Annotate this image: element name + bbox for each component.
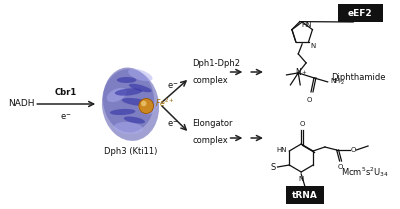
Text: O: O (350, 147, 356, 153)
Text: O: O (300, 121, 305, 127)
Text: N: N (295, 68, 301, 77)
Circle shape (141, 101, 146, 106)
Text: Mcm$^5$s$^2$U$_{34}$: Mcm$^5$s$^2$U$_{34}$ (342, 165, 389, 179)
Text: NADH: NADH (8, 99, 34, 108)
Text: O: O (338, 164, 343, 170)
Text: HN: HN (277, 147, 287, 153)
Text: tRNA: tRNA (292, 190, 318, 200)
Text: Diphthamide: Diphthamide (332, 74, 386, 83)
Text: Elongator: Elongator (192, 119, 233, 128)
Ellipse shape (128, 69, 152, 81)
Text: Dph3 (Kti11): Dph3 (Kti11) (104, 147, 157, 156)
Text: O: O (306, 97, 312, 103)
Text: Fe$^{2+}$: Fe$^{2+}$ (155, 97, 174, 109)
Text: Cbr1: Cbr1 (55, 88, 77, 97)
Text: e$^{-}$: e$^{-}$ (167, 81, 178, 91)
Text: N: N (310, 43, 316, 49)
Text: S: S (271, 163, 276, 172)
Ellipse shape (107, 88, 127, 102)
FancyBboxPatch shape (338, 4, 383, 22)
Text: complex: complex (192, 76, 228, 85)
Ellipse shape (110, 109, 135, 115)
Ellipse shape (138, 102, 155, 114)
Text: NH$_2$: NH$_2$ (330, 77, 345, 87)
Ellipse shape (115, 88, 142, 96)
Text: +: + (302, 70, 306, 75)
Text: e$^{-}$: e$^{-}$ (60, 112, 72, 122)
Ellipse shape (122, 98, 151, 106)
Ellipse shape (102, 69, 159, 141)
Ellipse shape (124, 116, 145, 124)
Text: Dph1-Dph2: Dph1-Dph2 (192, 59, 240, 68)
Ellipse shape (129, 84, 152, 92)
Text: eEF2: eEF2 (348, 9, 372, 18)
Ellipse shape (117, 77, 136, 83)
FancyBboxPatch shape (286, 186, 324, 204)
Circle shape (139, 98, 154, 113)
Ellipse shape (114, 122, 143, 134)
Text: HN: HN (301, 22, 312, 28)
Text: complex: complex (192, 136, 228, 145)
Text: e$^{-}$: e$^{-}$ (167, 119, 178, 129)
Text: N: N (298, 176, 304, 182)
Ellipse shape (103, 68, 154, 133)
